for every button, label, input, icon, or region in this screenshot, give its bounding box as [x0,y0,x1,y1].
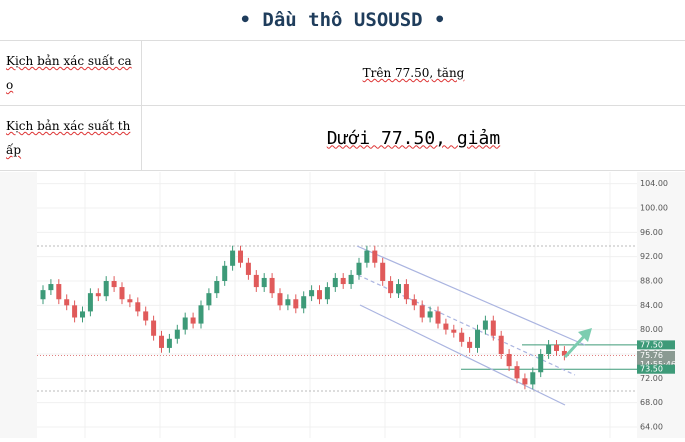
y-tick-label: 100.00 [640,204,668,213]
y-tick-label: 88.00 [640,277,663,286]
cell: Kịch bản xác suất thấp [0,106,142,170]
y-tick-label: 80.00 [640,325,663,334]
cell: Kịch bản xác suất cao [0,41,142,105]
candle-body [506,354,512,367]
candle-body [467,341,473,348]
price-tag [637,340,675,350]
candle-body [309,290,315,297]
candle-body [554,344,559,351]
candle-body [111,281,117,288]
cell-text: Trên 77.50, tăng [362,66,465,80]
price-tag [637,364,675,374]
candle-body [317,290,322,300]
candle-body [388,281,394,294]
candle-body [530,372,536,385]
candle-body [230,250,236,266]
candle-body [214,281,220,294]
candle-body [190,317,196,324]
candle-body [546,344,552,354]
candle-body [174,329,180,339]
candle-body [222,265,228,281]
candle-body [364,250,370,263]
candle-body [95,293,101,297]
table-row: Kịch bản xác suất cao Trên 77.50, tăng [0,41,685,106]
candle-body [419,305,425,318]
candle-body [80,311,85,318]
cell: Dưới 77.50, giảm [142,106,685,170]
candle-body [56,284,62,300]
candle-body [277,293,283,306]
candle-body [48,284,54,291]
candle-body [40,290,46,300]
candle-body [427,311,433,318]
cell-text: Dưới 77.50, giảm [326,127,501,149]
chart-box: 64.0068.0072.0076.0080.0084.0088.0092.00… [0,172,685,438]
candle-body [443,323,449,330]
y-tick-label: 84.00 [640,301,663,310]
cell: Trên 77.50, tăng [142,41,685,105]
candle-body [332,277,338,288]
candle-body [127,299,133,303]
candle-body [403,284,409,300]
candle-body [159,335,164,348]
candle-body [238,250,243,263]
candle-body [380,262,386,281]
candle-body [396,284,401,294]
countdown: 14:55:46 [640,360,676,369]
table-row: Kịch bản xác suất thấp Dưới 77.50, giảm [0,106,685,171]
candle-body [135,302,141,312]
y-tick-label: 104.00 [640,179,668,188]
y-tick-label: 64.00 [640,423,663,432]
candle-body [451,329,457,333]
candle-body [143,311,149,321]
candle-body [340,277,346,285]
candle-body [182,317,188,330]
candle-body [285,299,291,306]
candle-body [72,305,78,318]
y-tick-label: 96.00 [640,228,663,237]
candle-body [482,320,488,330]
chart: 64.0068.0072.0076.0080.0084.0088.0092.00… [37,172,676,438]
candle-body [166,338,172,348]
candle-body [301,296,307,309]
candle-body [514,366,520,379]
candle-body [372,250,378,263]
candle-body [293,299,299,309]
candle-body [348,274,354,285]
price-tag-label: 77.50 [640,340,663,349]
candle-body [269,277,275,294]
y-tick-label: 68.00 [640,398,663,407]
candle-body [198,305,204,324]
candle-body [103,281,109,297]
candle-body [261,277,267,288]
candle-body [356,262,362,275]
candle-body [498,335,504,354]
arrow-head [578,328,592,342]
candle-body [561,350,567,356]
candle-body [253,274,259,288]
candle-body [151,320,157,336]
candle-body [522,378,528,385]
candle-body [64,299,70,306]
candle-body [475,329,480,348]
candle-body [459,332,465,342]
candle-body [87,293,93,312]
candle-body [435,311,441,324]
price-tag-label: 73.50 [640,365,663,374]
candle-body [411,299,417,306]
y-tick-label: 92.00 [640,252,663,261]
title: • Dầu thô USOUSD • [0,0,685,41]
candle-body [538,354,544,373]
candle-body [119,287,125,300]
candle-body [245,262,251,275]
candle-body [206,293,212,306]
price-tag [637,350,675,369]
candle-body [490,320,496,336]
price-tag-label: 75.76 [640,351,663,360]
candle-body [324,287,330,300]
y-tick-label: 72.00 [640,374,663,383]
